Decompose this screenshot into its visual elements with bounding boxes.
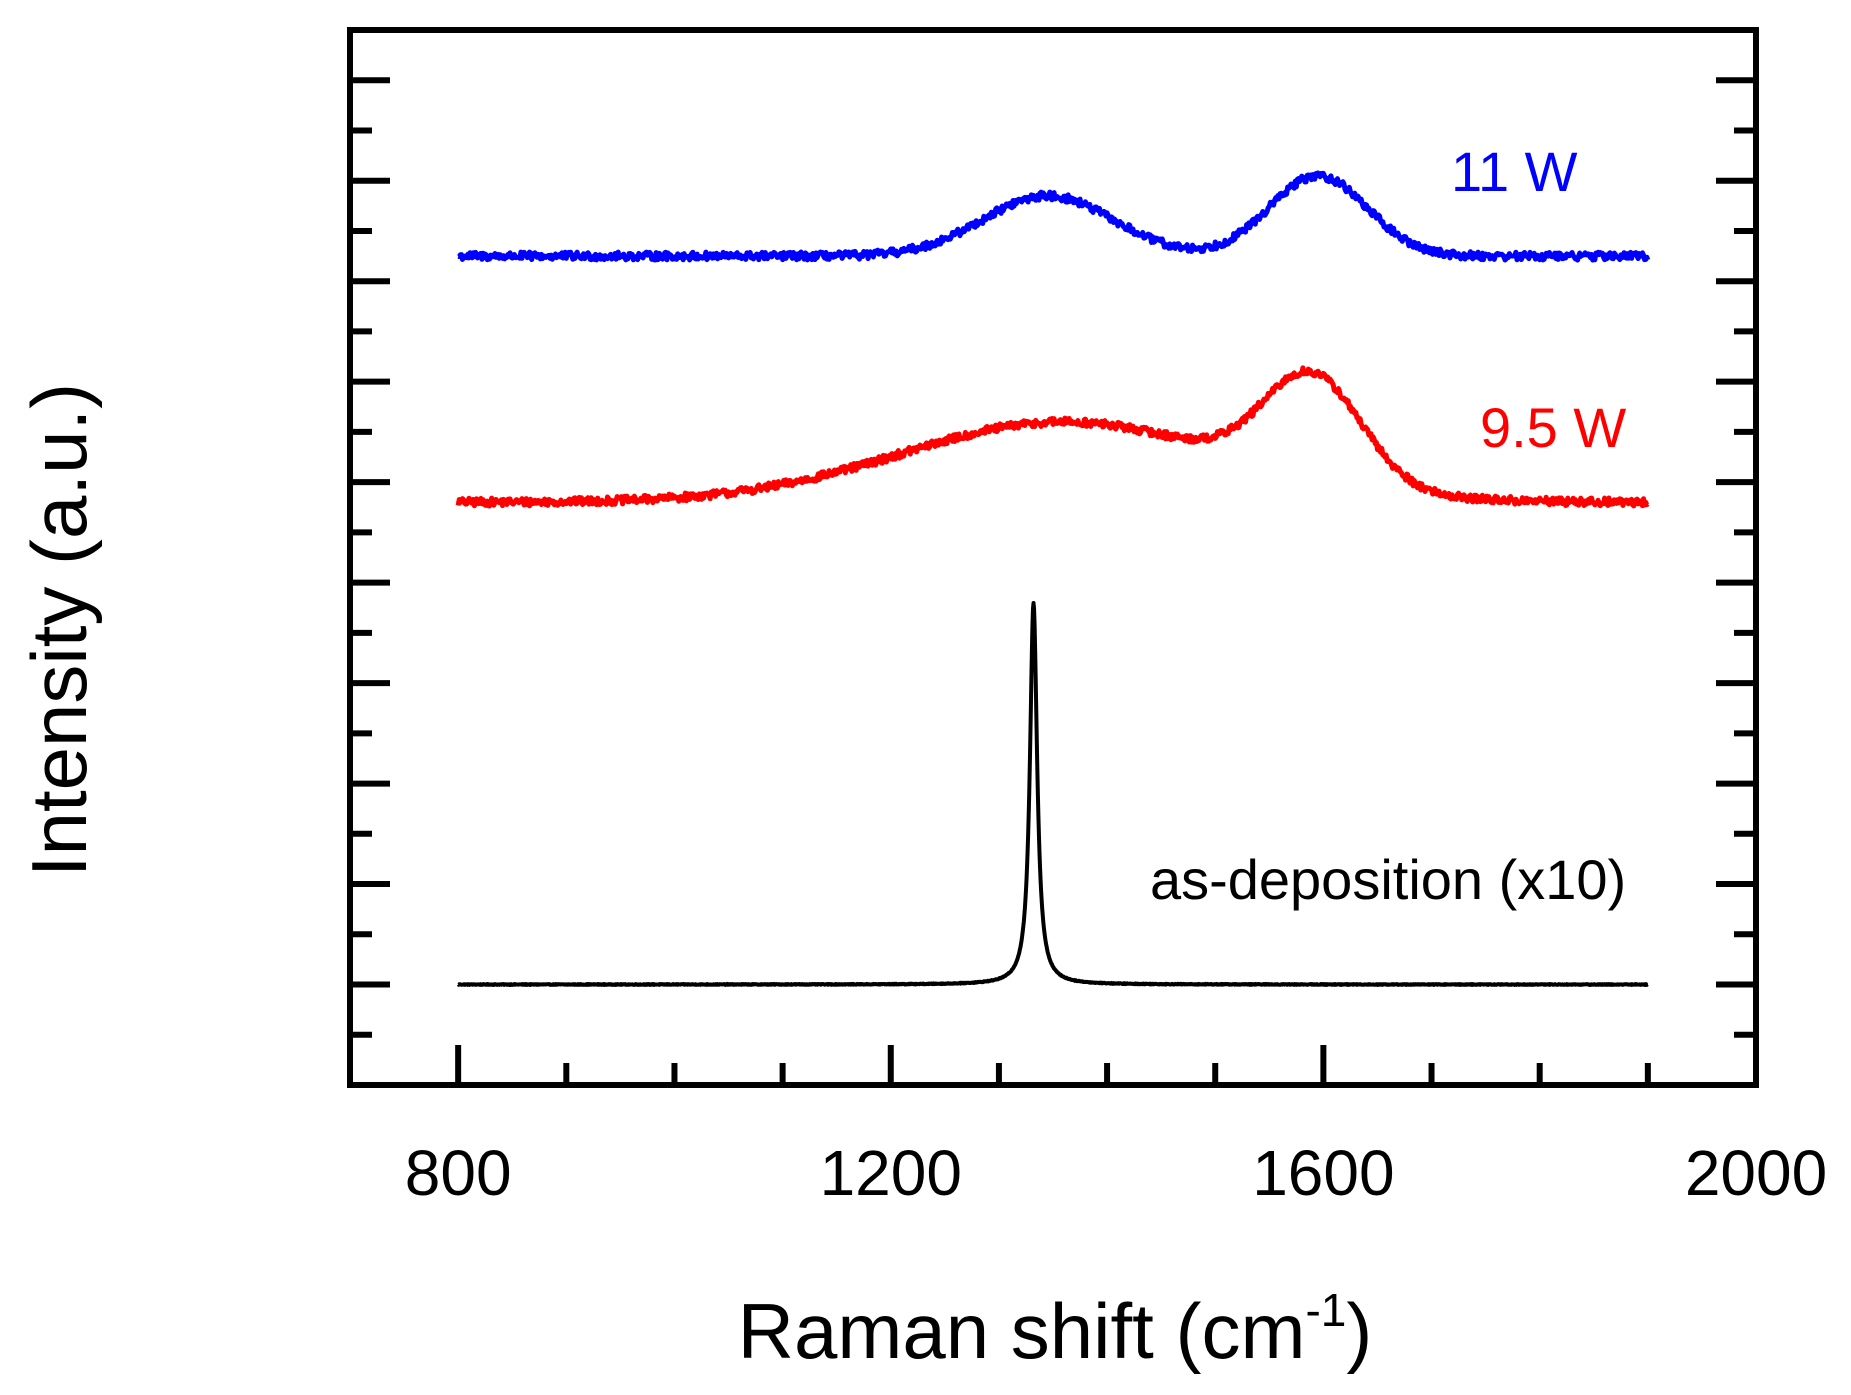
x-axis-tick-labels: 800 1200 1600 2000 <box>405 1137 1827 1209</box>
series-lines <box>455 170 1651 987</box>
x-tick-label: 1200 <box>820 1137 962 1209</box>
series-line-as-deposition-x10- <box>456 600 1650 987</box>
y-axis-ticks <box>350 77 1756 1038</box>
x-axis-ticks <box>455 1045 1651 1085</box>
series-line-9-5-w <box>455 365 1650 509</box>
x-tick-label: 1600 <box>1252 1137 1394 1209</box>
plot-frame <box>347 27 1759 1088</box>
x-axis-title: Raman shift (cm-1) <box>738 1284 1373 1375</box>
series-label-11-w: 11 W <box>1451 140 1578 203</box>
plot-area-border <box>347 27 1759 1088</box>
series-label-9-5-w: 9.5 W <box>1480 396 1626 459</box>
y-axis-title: Intensity (a.u.) <box>15 383 103 877</box>
series-line-11-w <box>456 170 1651 263</box>
x-axis-title-suffix: ) <box>1346 1287 1372 1375</box>
x-tick-label: 2000 <box>1685 1137 1827 1209</box>
x-axis-title-superscript: -1 <box>1305 1284 1346 1336</box>
x-tick-label: 800 <box>405 1137 512 1209</box>
x-axis-title-main: Raman shift (cm <box>738 1287 1306 1375</box>
series-labels: as-deposition (x10) 9.5 W 11 W <box>1150 140 1626 911</box>
series-label-as-deposition-x10-: as-deposition (x10) <box>1150 848 1626 911</box>
